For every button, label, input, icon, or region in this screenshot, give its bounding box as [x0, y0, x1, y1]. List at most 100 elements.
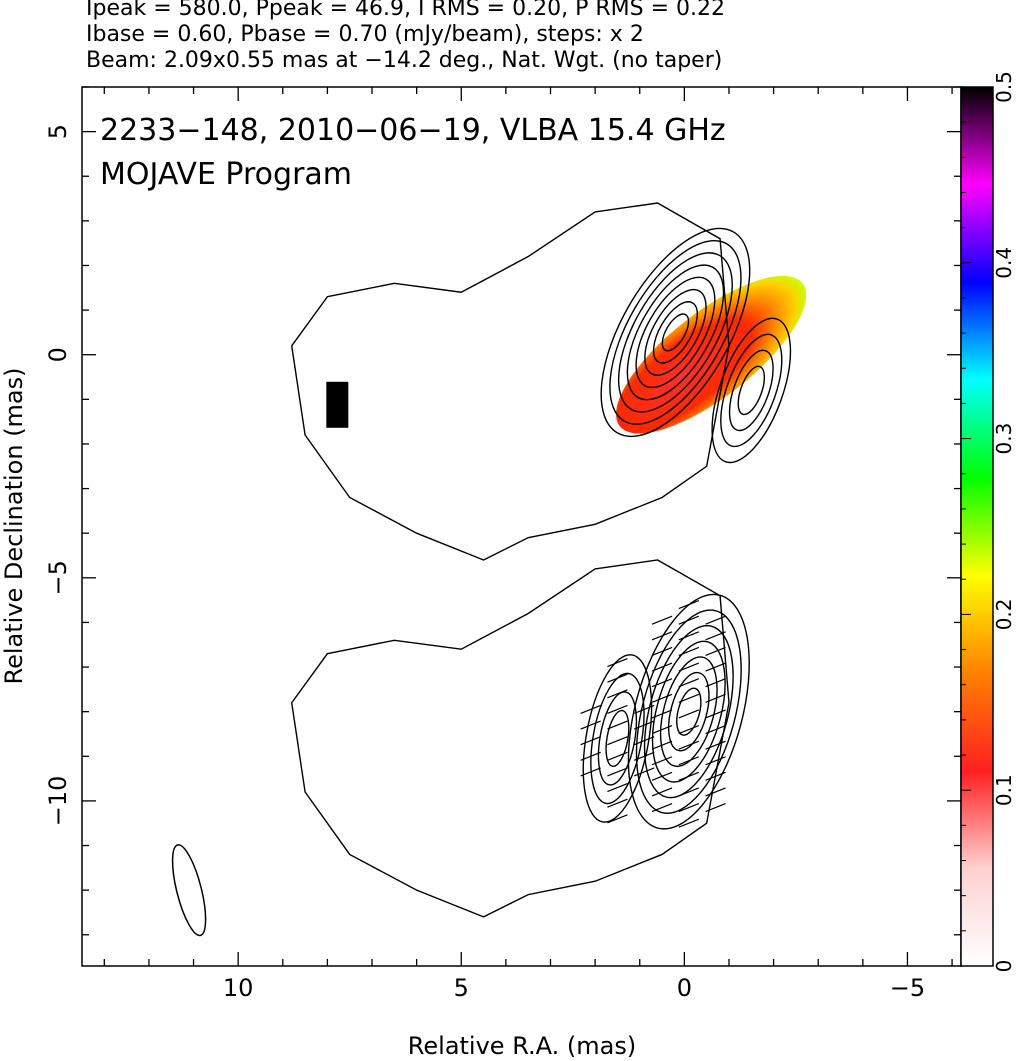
pol-vector-0 [678, 615, 700, 625]
contour-upper-0-level-7 [661, 313, 690, 352]
contour-lower-0-level-4 [659, 656, 718, 768]
pol-vector-1 [607, 673, 628, 683]
pol-vector-1 [580, 704, 601, 714]
colorbar-tick-label: 0 [992, 960, 1016, 973]
contour-upper-1-level-2 [728, 349, 774, 432]
pol-vector-0 [678, 678, 700, 688]
pol-vector-0 [705, 803, 726, 813]
contour-lower-1-level-3 [605, 709, 630, 768]
pol-vector-0 [651, 615, 673, 625]
pol-vector-0 [705, 678, 726, 688]
contour-upper-0-level-2 [617, 252, 733, 413]
pol-vector-0 [705, 631, 726, 641]
pol-vector-1 [607, 689, 628, 699]
y-tick-label: 5 [44, 124, 72, 139]
x-axis-label: Relative R.A. (mas) [408, 1032, 636, 1060]
pol-vector-1 [607, 751, 628, 761]
plot-area [82, 87, 961, 966]
contour-jet-outer-lower [290, 559, 730, 918]
pol-vector-0 [651, 631, 673, 641]
contour-lower-0-level-1 [635, 609, 742, 814]
x-tick-label: 0 [677, 974, 692, 1002]
pol-vector-0 [678, 771, 700, 781]
pol-vector-0 [651, 787, 673, 797]
pol-vector-0 [678, 724, 700, 735]
colorbar-gradient [960, 86, 994, 967]
header-line-3: Beam: 2.09x0.55 mas at −14.2 deg., Nat. … [86, 48, 723, 73]
pol-vector-0 [705, 740, 726, 750]
pol-vector-0 [678, 787, 700, 797]
pol-vector-1 [607, 736, 628, 746]
pol-vector-1 [607, 782, 628, 793]
pol-vector-0 [678, 803, 700, 813]
colorbar-tick-label: 0.4 [992, 247, 1016, 279]
pol-vector-1 [633, 720, 655, 730]
x-tick-label: 5 [454, 974, 469, 1002]
pol-vector-0 [705, 662, 726, 672]
contour-upper-1-level-1 [720, 333, 783, 448]
pol-vector-0 [678, 693, 700, 703]
pol-vector-0 [651, 724, 673, 735]
pol-vector-0 [651, 756, 673, 766]
contour-lower-1-level-2 [597, 691, 638, 786]
y-tick-label: −10 [44, 776, 72, 827]
contour-jet-outer [290, 202, 730, 561]
pol-vector-1 [607, 814, 628, 824]
pol-vector-0 [651, 709, 673, 719]
pol-vector-1 [633, 704, 655, 714]
colorbar-tick-label: 0.1 [992, 774, 1016, 806]
pol-vector-0 [705, 615, 726, 625]
pol-vector-0 [705, 724, 726, 735]
y-tick-label: 0 [44, 347, 72, 362]
contour-upper-0-level-5 [644, 288, 707, 376]
contour-upper-0-level-4 [635, 276, 716, 389]
contour-upper-0-level-1 [609, 239, 742, 425]
contour-upper-1-level-3 [737, 365, 766, 416]
pol-vector-0 [705, 787, 726, 797]
pol-vector-1 [607, 658, 628, 668]
pol-vector-0 [678, 756, 700, 766]
pol-vector-1 [633, 736, 655, 746]
colorbar: 0 0.1 0.2 0.3 0.4 0.5 [960, 71, 1016, 973]
pol-vector-0 [705, 646, 726, 656]
pol-vector-1 [580, 720, 601, 730]
pol-vector-0 [651, 662, 673, 672]
pol-vector-0 [678, 631, 700, 641]
polarization-vectors [580, 600, 726, 828]
contour-lower-0-level-0 [627, 593, 750, 830]
beam-ellipse [171, 844, 207, 937]
pol-vector-0 [651, 678, 673, 688]
axis-ticks [82, 86, 961, 966]
plot-title: 2233−148, 2010−06−19, VLBA 15.4 GHz [100, 113, 726, 148]
pol-vector-0 [705, 771, 726, 781]
contour-upper-0-level-0 [600, 227, 751, 438]
pol-vector-0 [651, 740, 673, 750]
pol-vector-1 [633, 767, 655, 777]
y-tick-label: −5 [44, 560, 72, 595]
contour-lower-1-level-1 [590, 672, 645, 805]
pol-vector-0 [678, 600, 700, 610]
pol-vector-1 [607, 767, 628, 777]
pol-vector-1 [607, 720, 628, 730]
x-tick-label: 10 [223, 974, 254, 1002]
fpol-region-knot [326, 381, 349, 428]
contour-lower-0-level-6 [676, 687, 702, 736]
pol-vector-1 [607, 798, 628, 808]
pol-vector-1 [580, 751, 601, 761]
contour-upper-0-level-6 [652, 301, 698, 364]
contour-layer [171, 202, 792, 937]
x-tick-label: −5 [890, 974, 925, 1002]
pol-vector-0 [651, 803, 673, 813]
pol-vector-0 [678, 740, 700, 750]
tick-labels: 10 5 0 −5 5 0 −5 −10 [44, 124, 925, 1002]
plot-subtitle: MOJAVE Program [100, 157, 352, 192]
pol-vector-0 [678, 646, 700, 656]
pol-vector-1 [607, 704, 628, 714]
contour-lower-0-level-5 [667, 671, 710, 752]
colorbar-tick-label: 0.5 [992, 71, 1016, 103]
pol-vector-0 [651, 771, 673, 781]
colorbar-tick-label: 0.3 [992, 423, 1016, 455]
pol-vector-0 [705, 693, 726, 703]
pol-vector-0 [705, 756, 726, 766]
